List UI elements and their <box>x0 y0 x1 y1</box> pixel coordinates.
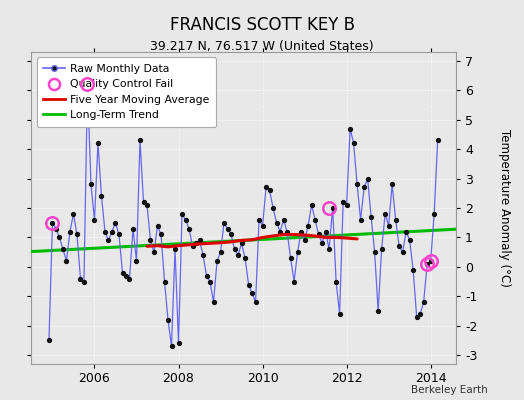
Text: Berkeley Earth: Berkeley Earth <box>411 385 487 395</box>
Text: FRANCIS SCOTT KEY B: FRANCIS SCOTT KEY B <box>169 16 355 34</box>
Legend: Raw Monthly Data, Quality Control Fail, Five Year Moving Average, Long-Term Tren: Raw Monthly Data, Quality Control Fail, … <box>37 58 216 127</box>
Text: 39.217 N, 76.517 W (United States): 39.217 N, 76.517 W (United States) <box>150 40 374 53</box>
Y-axis label: Temperature Anomaly (°C): Temperature Anomaly (°C) <box>498 129 511 287</box>
